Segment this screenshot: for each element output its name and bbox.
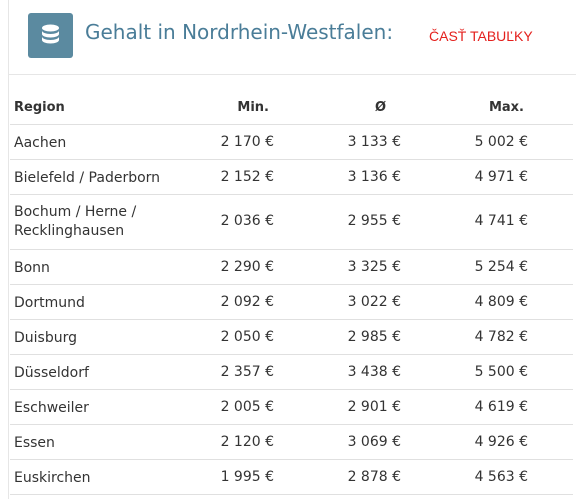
min-cell: 2 290 € — [220, 259, 274, 275]
table-row: Eschweiler 2 005 € 2 901 € 4 619 € — [10, 390, 573, 425]
region-cell: Bielefeld / Paderborn — [14, 170, 161, 186]
avg-cell: 2 985 € — [347, 329, 401, 345]
min-cell: 1 995 € — [220, 469, 274, 485]
section-header: Gehalt in Nordrhein-Westfalen: ČASŤ TABU… — [8, 0, 576, 75]
avg-cell: 2 878 € — [347, 469, 401, 485]
table-section-link[interactable]: ČASŤ TABUĽKY — [429, 28, 533, 44]
min-cell: 2 050 € — [220, 329, 274, 345]
region-cell: Essen — [14, 435, 55, 451]
min-cell: 2 005 € — [220, 399, 274, 415]
table-row: Aachen 2 170 € 3 133 € 5 002 € — [10, 125, 573, 160]
table-row: Bochum / Herne / Recklinghausen 2 036 € 2 … — [10, 195, 573, 250]
region-cell: Euskirchen — [14, 470, 91, 486]
max-cell: 4 619 € — [474, 399, 528, 415]
column-header-avg: Ø — [374, 100, 386, 115]
min-cell: 2 120 € — [220, 434, 274, 450]
max-cell: 5 002 € — [474, 134, 528, 150]
avg-cell: 3 069 € — [347, 434, 401, 450]
avg-cell: 3 438 € — [347, 364, 401, 380]
column-header-max: Max. — [488, 100, 524, 115]
region-cell: Bonn — [14, 260, 50, 276]
max-cell: 4 971 € — [474, 169, 528, 185]
max-cell: 4 782 € — [474, 329, 528, 345]
avg-cell: 2 955 € — [347, 213, 401, 229]
table-row: Duisburg 2 050 € 2 985 € 4 782 € — [10, 320, 573, 355]
page-title: Gehalt in Nordrhein-Westfalen: — [85, 20, 394, 44]
avg-cell: 2 901 € — [347, 399, 401, 415]
page-divider — [8, 0, 9, 499]
max-cell: 4 563 € — [474, 469, 528, 485]
max-cell: 4 741 € — [474, 213, 528, 229]
region-cell: Aachen — [14, 135, 67, 151]
table-row: Bonn 2 290 € 3 325 € 5 254 € — [10, 250, 573, 285]
salary-table: Region Min. Ø Max. Aachen 2 170 € 3 133 € 5… — [10, 90, 573, 495]
avg-cell: 3 133 € — [347, 134, 401, 150]
min-cell: 2 036 € — [220, 213, 274, 229]
table-body: Aachen 2 170 € 3 133 € 5 002 € Bielefeld / P… — [10, 125, 573, 495]
table-header: Region Min. Ø Max. — [10, 90, 573, 125]
avg-cell: 3 325 € — [347, 259, 401, 275]
max-cell: 5 500 € — [474, 364, 528, 380]
region-cell: Dortmund — [14, 295, 85, 311]
region-cell: Duisburg — [14, 330, 77, 346]
table-row: Dortmund 2 092 € 3 022 € 4 809 € — [10, 285, 573, 320]
column-header-min: Min. — [237, 100, 269, 115]
max-cell: 4 809 € — [474, 294, 528, 310]
min-cell: 2 357 € — [220, 364, 274, 380]
avg-cell: 3 136 € — [347, 169, 401, 185]
max-cell: 4 926 € — [474, 434, 528, 450]
column-header-region: Region — [14, 100, 65, 115]
database-icon — [28, 13, 73, 58]
table-row: Essen 2 120 € 3 069 € 4 926 € — [10, 425, 573, 460]
region-cell: Eschweiler — [14, 400, 89, 416]
table-row: Düsseldorf 2 357 € 3 438 € 5 500 € — [10, 355, 573, 390]
min-cell: 2 170 € — [220, 134, 274, 150]
min-cell: 2 092 € — [220, 294, 274, 310]
min-cell: 2 152 € — [220, 169, 274, 185]
max-cell: 5 254 € — [474, 259, 528, 275]
region-cell: Düsseldorf — [14, 365, 89, 381]
table-row: Bielefeld / Paderborn 2 152 € 3 136 € 4 971… — [10, 160, 573, 195]
avg-cell: 3 022 € — [347, 294, 401, 310]
table-row: Euskirchen 1 995 € 2 878 € 4 563 € — [10, 460, 573, 495]
region-cell: Bochum / Herne / Recklinghausen — [14, 204, 137, 239]
